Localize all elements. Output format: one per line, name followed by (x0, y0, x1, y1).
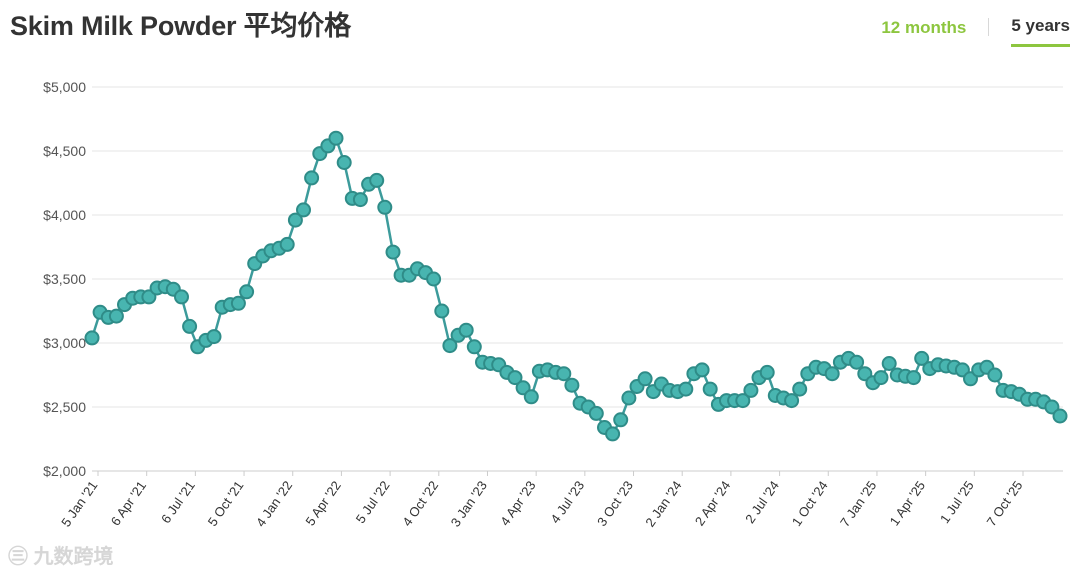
y-tick-label: $2,500 (43, 399, 86, 415)
x-tick-label: 2 Jan '24 (642, 478, 684, 529)
data-point (296, 202, 311, 218)
data-point (824, 366, 840, 382)
data-point (458, 322, 474, 338)
data-point (108, 308, 124, 324)
data-point (523, 389, 539, 405)
data-point (873, 370, 889, 386)
data-point (694, 362, 710, 378)
data-point (857, 366, 873, 382)
data-point (963, 371, 978, 387)
data-point (385, 244, 401, 260)
data-point (182, 318, 198, 334)
data-point (426, 271, 442, 287)
x-tick-label: 6 Jul '21 (158, 478, 198, 526)
data-point (678, 381, 694, 397)
y-tick-label: $3,000 (43, 335, 86, 351)
x-tick-label: 3 Jan '23 (448, 478, 490, 529)
data-point (906, 370, 922, 386)
data-point (605, 426, 621, 442)
x-tick-label: 5 Oct '21 (205, 478, 247, 529)
data-point (849, 354, 865, 370)
watermark-logo: ㊂ 九数跨境 (8, 546, 114, 568)
data-point (743, 382, 759, 398)
data-point (230, 295, 246, 311)
tab-5-years[interactable]: 5 years (1011, 14, 1070, 47)
data-point (279, 236, 295, 252)
x-tick-label: 1 Apr '25 (887, 478, 928, 528)
y-tick-label: $5,000 (43, 79, 86, 95)
data-point (784, 393, 800, 409)
data-point (336, 155, 352, 170)
page-title: Skim Milk Powder 平均价格 (10, 11, 351, 41)
y-tick-label: $4,000 (43, 207, 86, 223)
x-tick-label: 5 Apr '22 (302, 478, 343, 528)
data-point (206, 329, 222, 345)
data-point (84, 330, 100, 346)
x-tick-label: 1 Jul '25 (937, 478, 977, 526)
data-point (287, 212, 303, 228)
data-point (914, 350, 930, 366)
data-point (369, 172, 385, 188)
x-tick-label: 4 Jul '23 (547, 478, 587, 526)
x-tick-label: 2 Apr '24 (692, 478, 733, 528)
data-point (881, 356, 897, 371)
y-tick-label: $2,000 (43, 463, 86, 479)
data-point (352, 192, 368, 208)
data-point (735, 393, 751, 409)
x-tick-label: 7 Jan '25 (837, 478, 879, 529)
data-point (1052, 408, 1068, 424)
data-point (564, 377, 580, 393)
data-point (141, 289, 157, 305)
x-tick-label: 3 Oct '23 (594, 478, 636, 529)
data-point (588, 405, 604, 421)
data-point (174, 289, 189, 305)
range-tabs: 12 months 5 years (881, 14, 1070, 47)
x-tick-label: 5 Jan '21 (58, 478, 100, 529)
tab-divider (988, 18, 990, 36)
data-point (621, 390, 637, 406)
data-point (434, 303, 450, 319)
data-point (304, 170, 320, 186)
data-point (515, 380, 531, 396)
data-point (637, 371, 653, 387)
data-point (987, 367, 1003, 383)
x-tick-label: 6 Apr '21 (108, 478, 149, 528)
data-point (759, 364, 775, 380)
x-tick-label: 5 Jul '22 (353, 478, 393, 526)
data-point (377, 199, 393, 215)
y-tick-label: $3,500 (43, 271, 86, 287)
data-point (1044, 399, 1060, 415)
data-point (702, 381, 718, 397)
data-point (328, 130, 344, 146)
x-tick-label: 4 Jan '22 (253, 478, 295, 529)
data-point (466, 339, 482, 355)
data-point (556, 366, 572, 382)
x-tick-label: 4 Apr '23 (497, 478, 538, 528)
data-point (507, 370, 523, 386)
x-tick-label: 1 Oct '24 (789, 478, 831, 529)
tab-12-months[interactable]: 12 months (881, 17, 967, 37)
x-tick-label: 4 Oct '22 (399, 478, 441, 529)
y-tick-label: $4,500 (43, 143, 86, 159)
data-point (613, 412, 629, 428)
x-tick-label: 2 Jul '24 (742, 478, 782, 526)
x-tick-label: 7 Oct '25 (984, 478, 1026, 529)
data-point (442, 338, 458, 354)
data-point (792, 381, 808, 397)
data-point (239, 284, 255, 300)
